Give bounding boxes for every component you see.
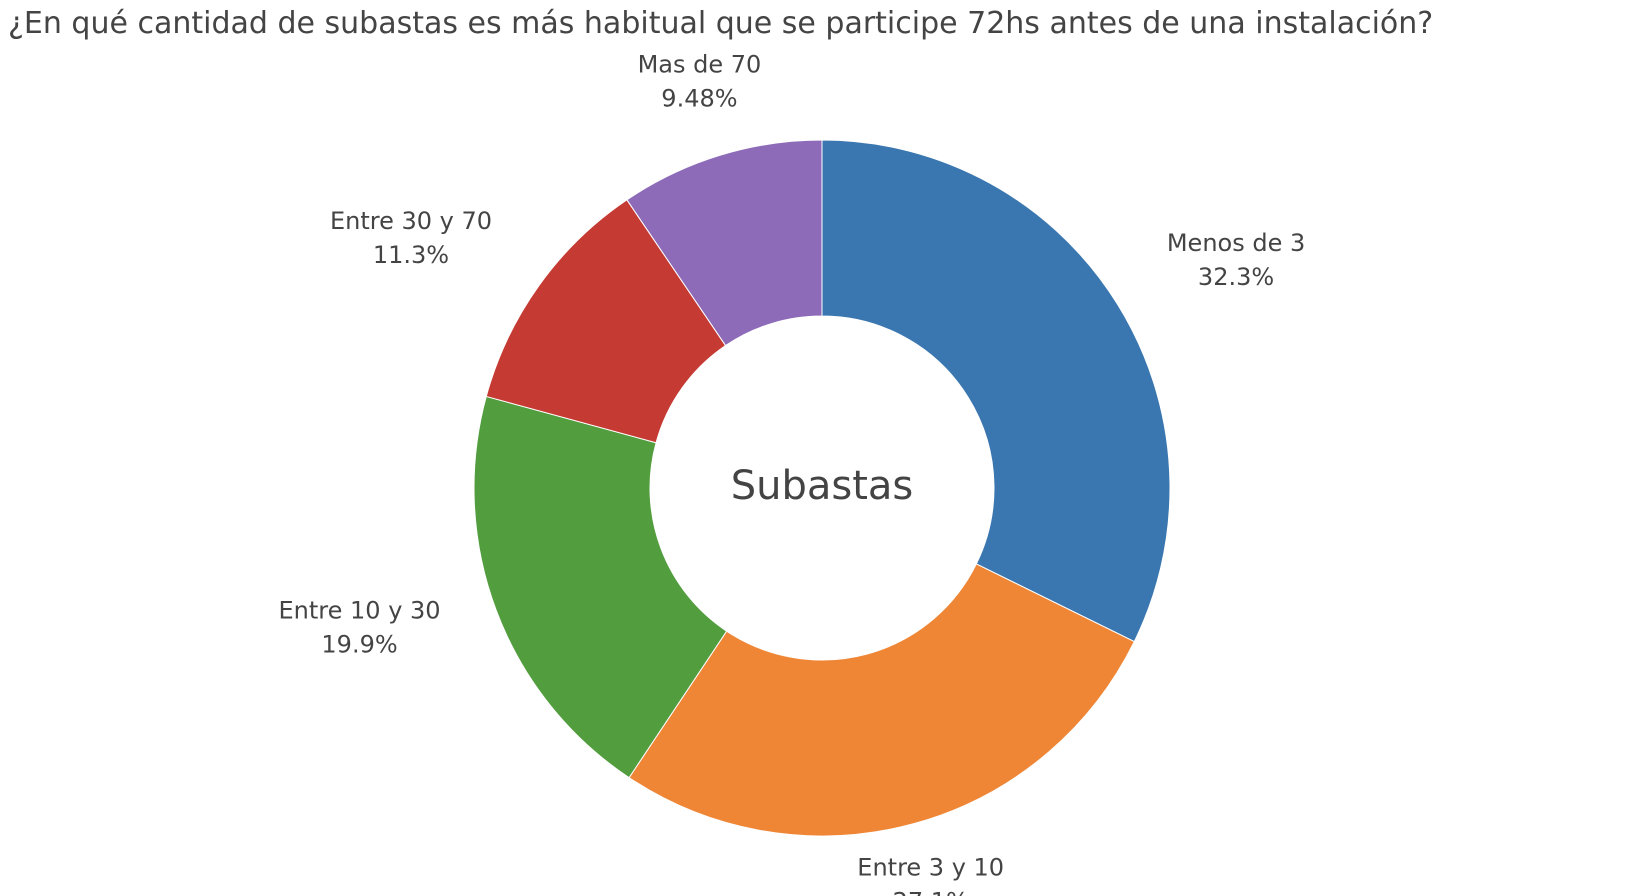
slice-label-percent: 11.3% <box>373 241 449 269</box>
slice-label-name: Entre 30 y 70 <box>330 207 492 235</box>
slice-label-name: Mas de 70 <box>638 50 762 78</box>
slice-label-name: Entre 3 y 10 <box>857 854 1004 882</box>
slice-label-name: Entre 10 y 30 <box>279 597 441 625</box>
slice-entre-3-y-10[interactable] <box>629 564 1134 836</box>
slice-label-name: Menos de 3 <box>1167 229 1305 257</box>
slice-label-percent: 9.48% <box>661 84 737 112</box>
slice-label-percent: 19.9% <box>321 631 397 659</box>
slice-menos-de-3[interactable] <box>822 140 1170 642</box>
donut-center-label: Subastas <box>731 463 914 509</box>
slice-label-percent: 32.3% <box>1198 263 1274 291</box>
slice-label-percent: 27.1% <box>893 888 969 896</box>
